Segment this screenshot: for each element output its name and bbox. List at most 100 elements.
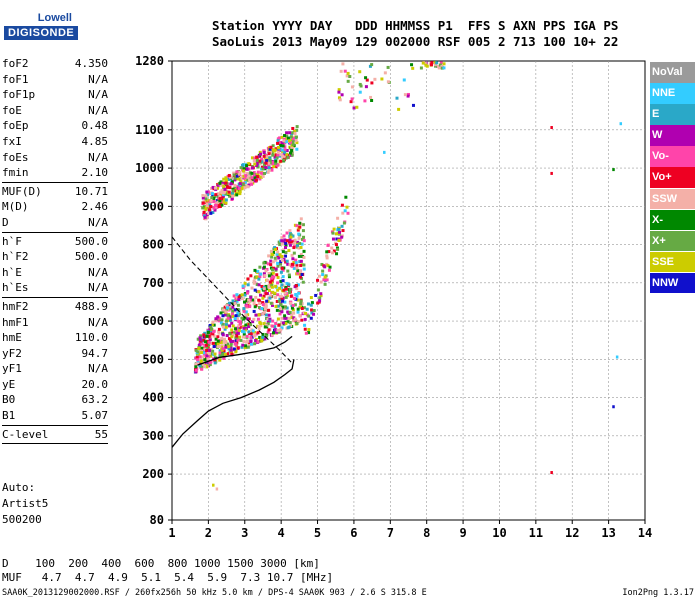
echo-point [227, 345, 231, 349]
echo-point [235, 177, 239, 181]
echo-point [298, 221, 302, 225]
echo-point [264, 161, 268, 165]
echo-point [220, 203, 224, 207]
echo-point [208, 363, 212, 367]
echo-point [282, 155, 286, 159]
echo-point [285, 294, 289, 298]
echo-point [262, 265, 266, 269]
echo-point [276, 141, 280, 145]
echo-point [306, 302, 310, 306]
param-row: yF1 N/A [2, 361, 108, 377]
x-tick-label: 14 [638, 526, 652, 540]
echo-point [273, 256, 277, 260]
echo-point [612, 168, 615, 172]
echo-point [383, 150, 386, 154]
echo-point [280, 266, 284, 270]
param-name: M(D) [2, 200, 29, 214]
echo-point [280, 283, 284, 287]
echo-point [276, 317, 280, 321]
echo-point [273, 325, 277, 329]
echo-point [264, 269, 268, 273]
x-tick-label: 13 [601, 526, 615, 540]
echo-point [227, 337, 231, 341]
param-value: 4.350 [74, 57, 108, 70]
echo-point [270, 168, 274, 172]
echo-point [612, 405, 615, 409]
echo-point [276, 264, 280, 268]
echo-point [346, 211, 350, 215]
echo-point [287, 249, 291, 253]
echo-point [276, 304, 280, 308]
echo-point [256, 172, 260, 176]
echo-point [217, 329, 221, 333]
echo-point [234, 329, 238, 333]
echo-point [273, 155, 277, 159]
echo-point [211, 210, 215, 214]
echo-point [290, 316, 294, 320]
echo-point [286, 136, 290, 140]
echo-point [274, 258, 278, 262]
echo-point [255, 283, 259, 287]
echo-point [268, 317, 272, 321]
echo-point [276, 137, 280, 141]
echo-point [301, 229, 305, 233]
legend-entry: SSW [650, 188, 695, 210]
echo-point [278, 140, 282, 144]
param-name: B0 [2, 393, 16, 407]
echo-point [200, 367, 204, 371]
echo-point [275, 156, 279, 160]
echo-point [223, 313, 227, 317]
echo-point [245, 164, 249, 168]
echo-point [225, 334, 229, 338]
echo-point [212, 330, 216, 334]
param-value: 500.0 [74, 250, 108, 264]
echo-point [316, 288, 320, 292]
echo-point [294, 135, 298, 139]
echo-point [242, 174, 246, 178]
echo-point [255, 275, 259, 279]
echo-point [287, 288, 291, 292]
echo-point [212, 334, 216, 338]
echo-point [280, 326, 284, 330]
echo-point [296, 310, 300, 314]
echo-point [283, 148, 287, 152]
param-value: 94.7 [81, 346, 109, 360]
echo-point [276, 275, 280, 279]
echo-point [282, 266, 286, 270]
echo-point [257, 325, 261, 329]
echo-point [343, 69, 347, 73]
echo-point [280, 242, 284, 246]
plot-frame [171, 60, 646, 521]
echo-point [202, 349, 206, 353]
echo-point [316, 278, 320, 282]
echo-point [276, 153, 280, 157]
y-tick-label: 300 [142, 429, 164, 443]
echo-point [247, 343, 251, 347]
echo-point [281, 321, 285, 325]
echo-point [358, 70, 362, 74]
echo-point [263, 337, 267, 341]
echo-point [282, 258, 286, 262]
echo-point [293, 238, 297, 242]
param-name: foE [2, 103, 22, 117]
echo-point [253, 288, 257, 292]
echo-point [274, 330, 278, 334]
echo-point [237, 295, 241, 299]
echo-point [419, 66, 423, 70]
profile-extrapolation [171, 236, 293, 364]
echo-point [242, 330, 246, 334]
echo-point [274, 153, 278, 157]
echo-point [219, 311, 223, 315]
echo-point [271, 144, 275, 148]
echo-point [298, 275, 302, 279]
echo-point [209, 352, 213, 356]
param-name: yE [2, 377, 16, 391]
echo-point [358, 90, 362, 94]
echo-point [279, 260, 283, 264]
echo-point [326, 243, 330, 247]
echo-point [325, 278, 329, 282]
echo-point [199, 334, 203, 338]
echo-point [323, 277, 327, 281]
echo-point [246, 313, 250, 317]
echo-point [296, 243, 300, 247]
